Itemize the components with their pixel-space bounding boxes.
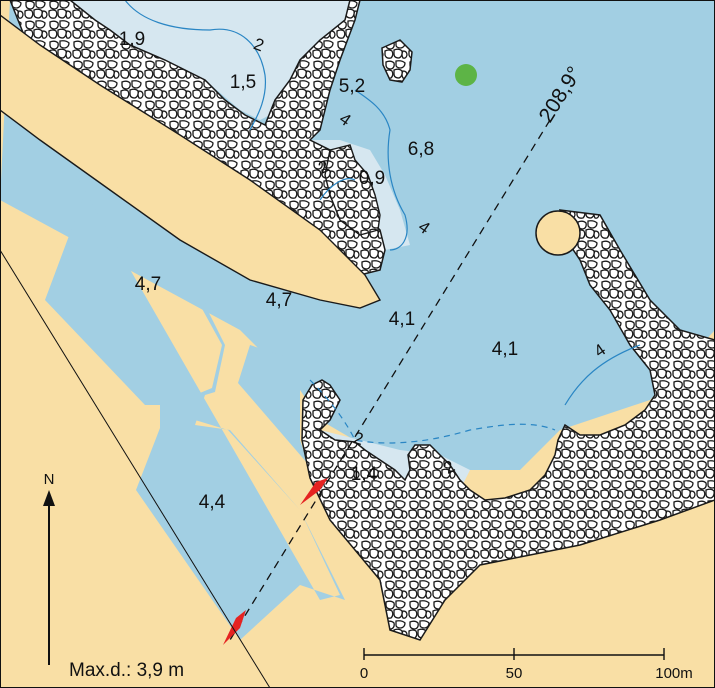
depth-label: 4,1 [492, 339, 518, 360]
east-breakwater [301, 209, 715, 641]
scale-bar [363, 648, 665, 660]
depth-contours [124, 0, 641, 444]
depth-label: 4,7 [135, 274, 161, 295]
depth-label: 4,7 [266, 290, 292, 311]
depth-label: 4,4 [199, 492, 226, 513]
round-beacon-icon [535, 210, 581, 256]
depth-label: 1,5 [230, 72, 256, 93]
north-arrow-icon [43, 490, 55, 665]
breakwater-tongue [0, 14, 382, 309]
shallow-water-north [70, 0, 350, 120]
depth-label: 4,1 [389, 309, 415, 330]
depth-label: 6,8 [408, 139, 434, 160]
leading-line [229, 119, 551, 641]
coast-road-line [0, 249, 271, 688]
marina-basin-west [43, 118, 365, 640]
scale-label-50: 50 [506, 665, 523, 682]
scale-label-100: 100m [655, 665, 693, 682]
scale-label-0: 0 [360, 665, 368, 682]
rock-island [381, 39, 413, 83]
north-label: N [44, 471, 55, 488]
leading-marker-icon [223, 610, 246, 645]
depth-label: 0,9 [359, 168, 385, 189]
depth-label: 1,9 [119, 29, 145, 50]
depth-label: 1,4 [351, 464, 378, 485]
max-depth-label: Max.d.: 3,9 m [69, 660, 184, 681]
reef [324, 144, 381, 236]
leading-marker-icon [300, 478, 328, 505]
depth-label: 5,2 [339, 76, 365, 97]
green-buoy-icon [455, 64, 477, 86]
